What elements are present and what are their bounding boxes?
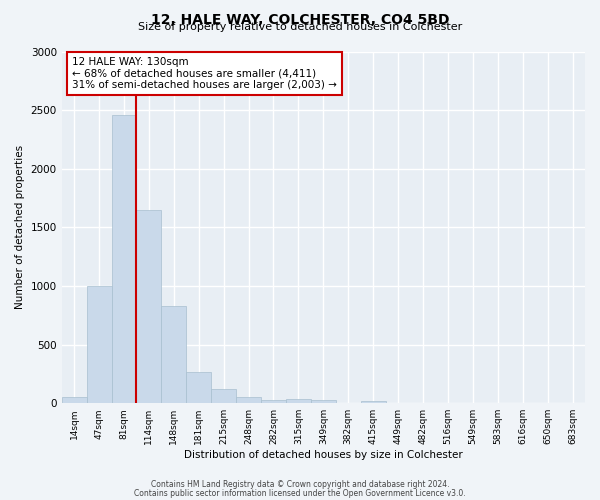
Bar — [86, 286, 112, 403]
Text: Size of property relative to detached houses in Colchester: Size of property relative to detached ho… — [138, 22, 462, 32]
Bar — [311, 400, 336, 403]
Text: 12 HALE WAY: 130sqm
← 68% of detached houses are smaller (4,411)
31% of semi-det: 12 HALE WAY: 130sqm ← 68% of detached ho… — [72, 57, 337, 90]
Bar — [236, 398, 261, 403]
Bar — [161, 306, 186, 403]
Bar — [211, 389, 236, 403]
Text: Contains HM Land Registry data © Crown copyright and database right 2024.: Contains HM Land Registry data © Crown c… — [151, 480, 449, 489]
Bar — [186, 372, 211, 403]
Text: Contains public sector information licensed under the Open Government Licence v3: Contains public sector information licen… — [134, 488, 466, 498]
X-axis label: Distribution of detached houses by size in Colchester: Distribution of detached houses by size … — [184, 450, 463, 460]
Bar — [62, 397, 86, 403]
Bar — [286, 398, 311, 403]
Bar — [136, 210, 161, 403]
Bar — [112, 115, 136, 403]
Text: 12, HALE WAY, COLCHESTER, CO4 5BD: 12, HALE WAY, COLCHESTER, CO4 5BD — [151, 12, 449, 26]
Bar — [261, 400, 286, 403]
Bar — [361, 401, 386, 403]
Y-axis label: Number of detached properties: Number of detached properties — [15, 146, 25, 310]
